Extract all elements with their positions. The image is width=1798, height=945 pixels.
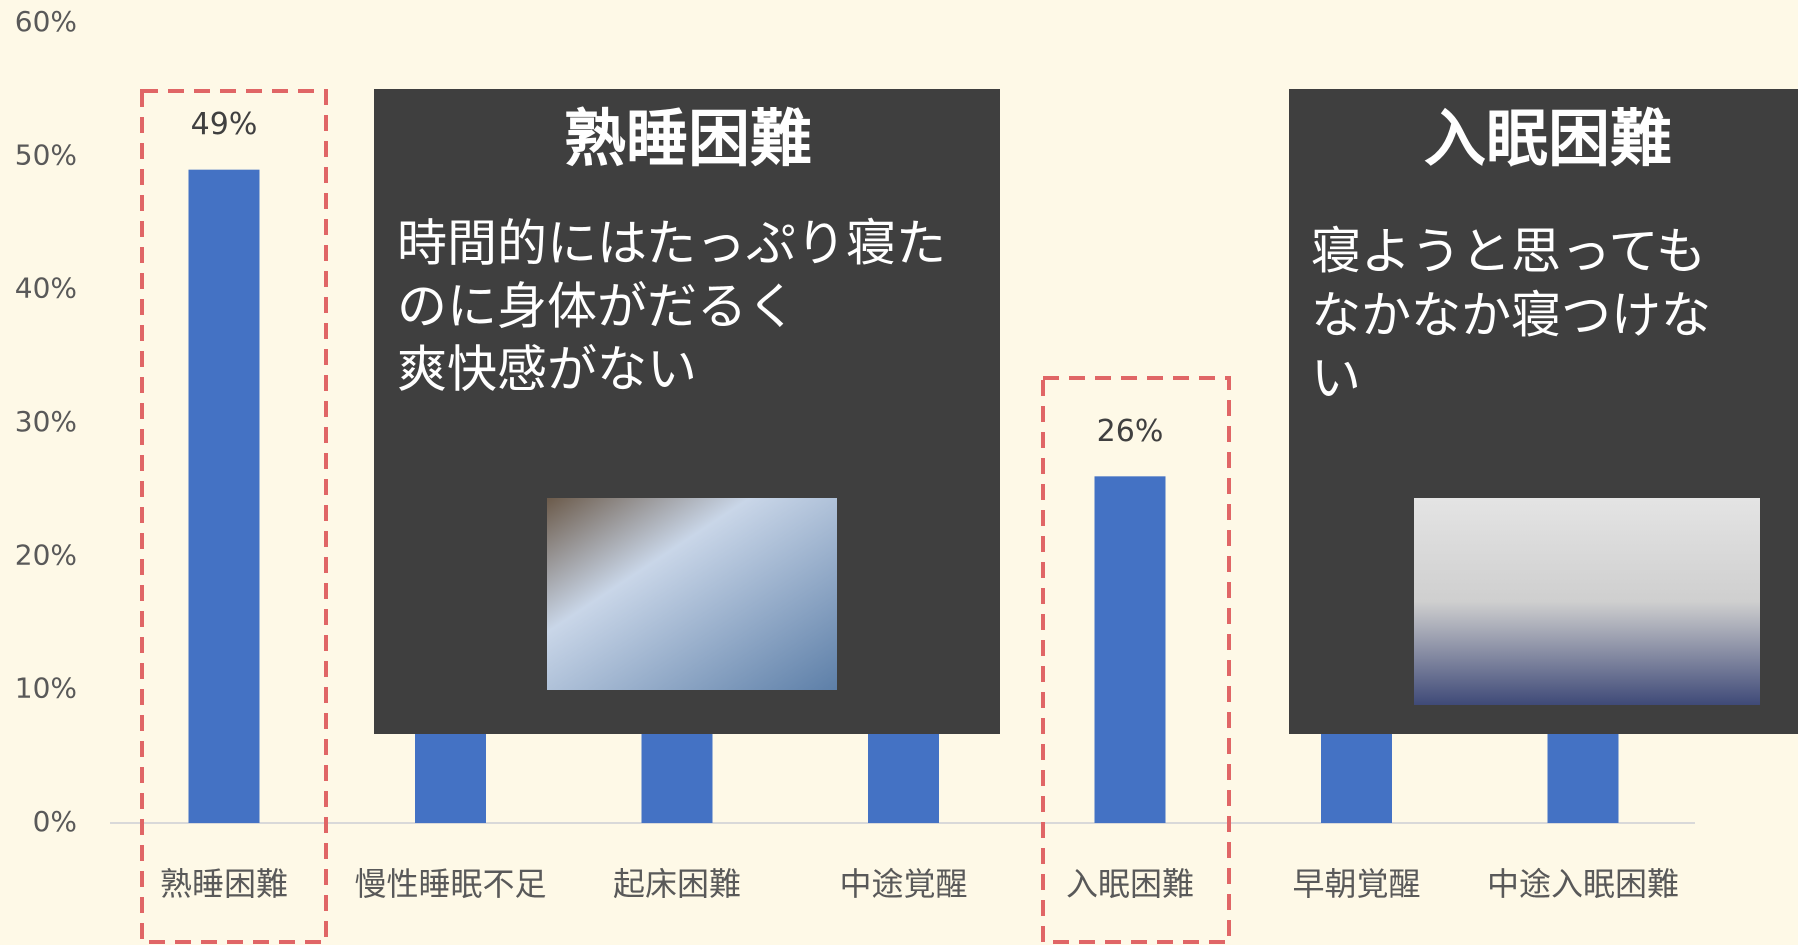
bar [188,169,260,823]
y-tick-label: 40% [15,272,77,305]
y-tick-label: 50% [15,138,77,171]
y-tick-label: 0% [33,805,77,838]
annotation-title: 熟睡困難 [564,102,812,175]
annotation-line: 時間的にはたっぷり寝た [397,215,946,273]
highlight-box [140,89,328,944]
annotation-title: 入眠困難 [1424,102,1672,175]
annotation-line: 寝ようと思っても [1311,223,1706,281]
x-tick-label: 慢性睡眠不足 [354,865,546,903]
x-tick-label: 熟睡困難 [160,865,288,903]
annotation-box: 熟睡困難 時間的にはたっぷり寝た のに身体がだるく 爽快感がない [374,89,1000,734]
y-tick-label: 20% [15,538,77,571]
photo [1414,498,1760,705]
annotation-line: 爽快感がない [397,341,697,399]
x-tick-label: 入眠困難 [1066,865,1194,903]
annotation-line: のに身体がだるく [397,278,797,336]
plot: 0% 10% 20% 30% 40% 50% 60% 熟睡困難 49% 慢性睡眠不足 起床困難 中途覚… [15,5,1695,903]
value-label: 49% [191,107,258,142]
annotation-box: 入眠困難 寝ようと思っても なかなか寝つけな い [1289,89,1798,734]
y-tick-label: 30% [15,405,77,438]
highlight-box [1041,376,1231,944]
bar [1094,476,1166,823]
photo [547,498,837,690]
x-tick-label: 中途覚醒 [839,865,967,903]
x-tick-label: 早朝覚醒 [1292,865,1420,903]
x-tick-label: 中途入眠困難 [1487,865,1679,903]
y-tick-label: 60% [15,5,77,38]
y-tick-label: 10% [15,672,77,705]
annotation-line: なかなか寝つけな [1311,287,1711,345]
value-label: 26% [1097,414,1164,449]
annotation-line: い [1311,350,1361,408]
x-tick-label: 起床困難 [613,865,741,903]
